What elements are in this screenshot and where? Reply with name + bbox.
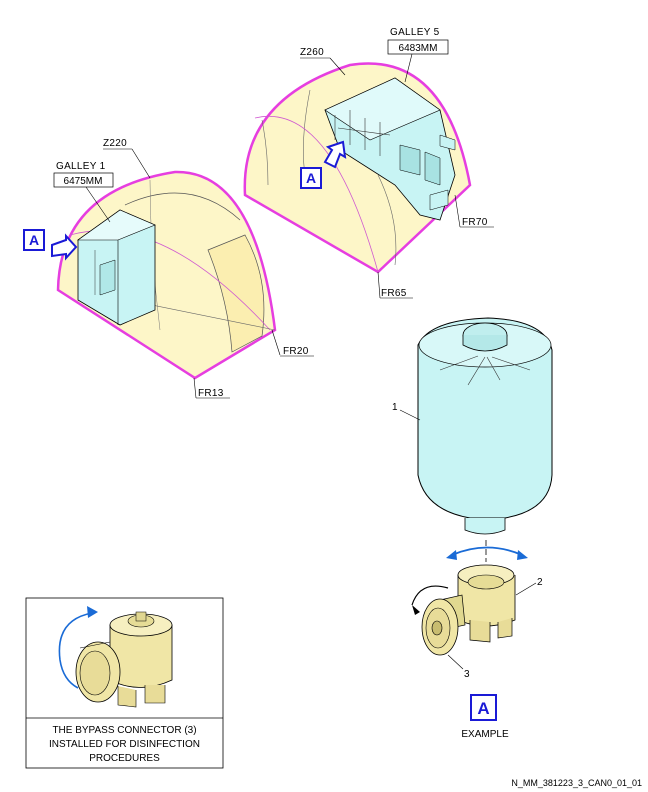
view-a-example-marker-text: A xyxy=(477,699,489,718)
zone-z260-label: Z260 xyxy=(300,47,324,58)
view-a-marker-aft xyxy=(300,167,322,189)
rotation-arrow xyxy=(446,546,528,560)
view-a-example-marker xyxy=(470,694,497,721)
frame-fr70-label: FR70 xyxy=(462,217,488,228)
view-a-marker-forward-text: A xyxy=(29,232,39,248)
galley-5-ref-box xyxy=(387,39,449,55)
galley-5-name: GALLEY 5 xyxy=(390,27,440,38)
bypass-connector-inset: THE BYPASS CONNECTOR (3) INSTALLED FOR D… xyxy=(25,597,224,769)
view-a-arrow-forward xyxy=(51,233,78,261)
forward-fuselage-section: A Z220 GALLEY 1 6475MM FR20 FR13 xyxy=(23,138,314,399)
valve-body-assembly: 2 3 xyxy=(411,564,543,680)
aft-fuselage-section: A Z260 GALLEY 5 6483MM FR70 FR65 xyxy=(243,27,494,299)
filter-cartridge: 1 xyxy=(392,317,553,562)
inset-caption-line-1: THE BYPASS CONNECTOR (3) xyxy=(52,725,196,736)
callout-item-3: 3 xyxy=(464,669,470,680)
zone-z220-label: Z220 xyxy=(103,138,127,149)
view-a-marker-forward xyxy=(23,229,45,251)
inset-caption-line-3: PROCEDURES xyxy=(89,753,160,764)
galley-5-unit xyxy=(324,77,456,221)
galley-1-ref: 6475MM xyxy=(64,176,103,187)
callout-item-2: 2 xyxy=(537,577,543,588)
example-label: EXAMPLE xyxy=(461,729,509,740)
callout-item-1: 1 xyxy=(392,402,398,413)
frame-fr13-label: FR13 xyxy=(198,388,224,399)
view-a-arrow-aft xyxy=(323,140,347,169)
figure-id: N_MM_381223_3_CAN0_01_01 xyxy=(511,778,642,788)
galley-1-unit xyxy=(77,209,156,326)
galley-5-ref: 6483MM xyxy=(399,43,438,54)
frame-fr20-label: FR20 xyxy=(283,346,309,357)
frame-fr65-label: FR65 xyxy=(381,288,407,299)
galley-1-ref-box xyxy=(53,172,114,188)
inset-caption-line-2: INSTALLED FOR DISINFECTION xyxy=(49,739,200,750)
view-a-marker-aft-text: A xyxy=(306,170,316,186)
galley-1-name: GALLEY 1 xyxy=(56,161,106,172)
